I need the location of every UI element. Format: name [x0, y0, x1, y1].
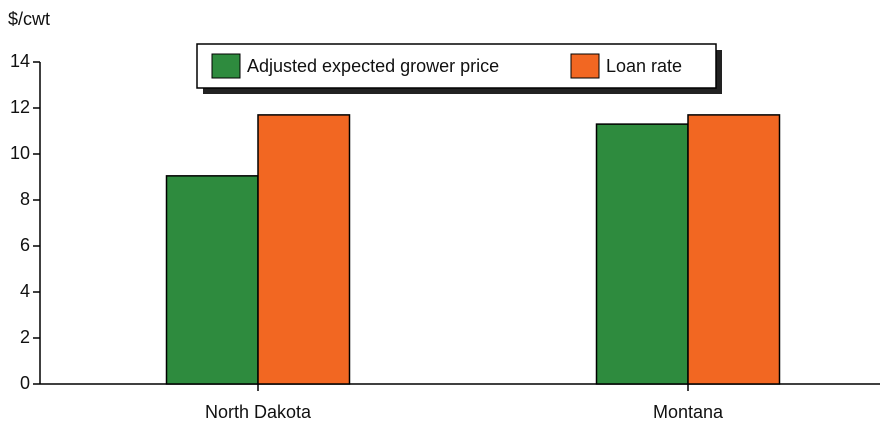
- y-tick-label: 6: [20, 235, 30, 255]
- x-tick-label: North Dakota: [205, 402, 312, 422]
- bar: [595, 123, 689, 385]
- y-tick-label: 2: [20, 327, 30, 347]
- y-tick-label: 8: [20, 189, 30, 209]
- y-tick-label: 12: [10, 97, 30, 117]
- legend-swatch: [570, 53, 600, 79]
- bar: [687, 114, 781, 385]
- bar: [257, 114, 351, 385]
- bar: [165, 175, 259, 385]
- y-tick-label: 14: [10, 51, 30, 71]
- x-tick-label: Montana: [653, 402, 724, 422]
- y-axis-label: $/cwt: [8, 9, 50, 29]
- legend-swatch: [211, 53, 241, 79]
- y-tick-label: 10: [10, 143, 30, 163]
- legend-label: Loan rate: [606, 56, 682, 76]
- y-tick-label: 0: [20, 373, 30, 393]
- legend-label: Adjusted expected grower price: [247, 56, 499, 76]
- y-tick-label: 4: [20, 281, 30, 301]
- legend: [196, 43, 717, 89]
